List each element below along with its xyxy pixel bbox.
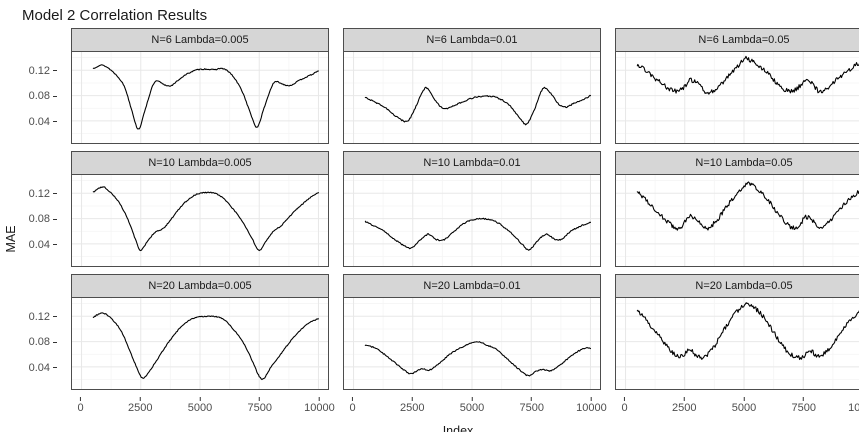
y-tick: 0.12 xyxy=(29,188,57,200)
facet-strip: N=20 Lambda=0.05 xyxy=(615,274,859,298)
y-tick: 0.08 xyxy=(29,336,57,348)
y-tick: 0.12 xyxy=(29,311,57,323)
facet-plot-area xyxy=(343,298,601,390)
x-axis-title: Index xyxy=(442,424,474,432)
x-tick: 2500 xyxy=(400,397,425,414)
x-tick: 7500 xyxy=(791,397,816,414)
facet-plot-area xyxy=(615,175,859,267)
x-tick: 0 xyxy=(77,397,84,414)
facet-plot-area xyxy=(343,52,601,144)
x-tick: 10000 xyxy=(576,397,607,414)
x-tick: 2500 xyxy=(128,397,153,414)
facet-plot-area xyxy=(343,175,601,267)
facet-grid: MAE 0.12 0.08 0.04 N=6 Lambda=0.005 N=6 … xyxy=(0,28,859,432)
facet-strip: N=6 Lambda=0.05 xyxy=(615,28,859,52)
y-tick: 0.04 xyxy=(29,116,57,128)
y-axis-row1: 0.12 0.08 0.04 xyxy=(0,28,57,144)
facet-strip: N=6 Lambda=0.01 xyxy=(343,28,601,52)
facet-n6-l0005: N=6 Lambda=0.005 xyxy=(71,28,329,144)
x-axis-col3: 0 2500 5000 7500 10000 xyxy=(615,397,859,417)
x-tick: 7500 xyxy=(519,397,544,414)
y-tick: 0.04 xyxy=(29,362,57,374)
x-tick: 5000 xyxy=(460,397,484,414)
x-tick: 0 xyxy=(621,397,628,414)
facet-strip: N=10 Lambda=0.05 xyxy=(615,151,859,175)
facet-n10-l0005: N=10 Lambda=0.005 xyxy=(71,151,329,267)
x-tick: 10000 xyxy=(304,397,335,414)
chart-title: Model 2 Correlation Results xyxy=(22,7,208,24)
facet-strip: N=10 Lambda=0.005 xyxy=(71,151,329,175)
facet-n6-l005: N=6 Lambda=0.05 xyxy=(615,28,859,144)
facet-strip: N=20 Lambda=0.005 xyxy=(71,274,329,298)
facet-strip: N=10 Lambda=0.01 xyxy=(343,151,601,175)
x-tick: 5000 xyxy=(188,397,212,414)
y-axis-row3: 0.12 0.08 0.04 xyxy=(0,274,57,390)
y-tick: 0.08 xyxy=(29,213,57,225)
x-tick: 0 xyxy=(349,397,356,414)
facet-n6-l001: N=6 Lambda=0.01 xyxy=(343,28,601,144)
x-axis-col1: 0 2500 5000 7500 10000 xyxy=(71,397,335,417)
facet-strip: N=20 Lambda=0.01 xyxy=(343,274,601,298)
facet-row-n20: 0.12 0.08 0.04 N=20 Lambda=0.005 N=20 La… xyxy=(0,274,859,390)
x-axis-col2: 0 2500 5000 7500 10000 xyxy=(343,397,607,417)
facet-plot-area xyxy=(71,175,329,267)
y-tick: 0.04 xyxy=(29,239,57,251)
y-tick: 0.08 xyxy=(29,90,57,102)
y-axis-row2: 0.12 0.08 0.04 xyxy=(0,151,57,267)
x-tick: 2500 xyxy=(672,397,697,414)
facet-strip: N=6 Lambda=0.005 xyxy=(71,28,329,52)
x-tick: 5000 xyxy=(732,397,756,414)
x-tick: 7500 xyxy=(247,397,272,414)
facet-n20-l001: N=20 Lambda=0.01 xyxy=(343,274,601,390)
facet-n20-l005: N=20 Lambda=0.05 xyxy=(615,274,859,390)
facet-row-n6: 0.12 0.08 0.04 N=6 Lambda=0.005 N=6 Lamb… xyxy=(0,28,859,144)
facet-row-n10: 0.12 0.08 0.04 N=10 Lambda=0.005 N=10 La… xyxy=(0,151,859,267)
x-tick: 10000 xyxy=(848,402,859,414)
x-axis-row: 0 2500 5000 7500 10000 0 2500 5000 7500 … xyxy=(0,397,859,417)
facet-plot-area xyxy=(71,298,329,390)
facet-n10-l001: N=10 Lambda=0.01 xyxy=(343,151,601,267)
facet-n10-l005: N=10 Lambda=0.05 xyxy=(615,151,859,267)
y-tick: 0.12 xyxy=(29,65,57,77)
facet-plot-area xyxy=(71,52,329,144)
facet-n20-l0005: N=20 Lambda=0.005 xyxy=(71,274,329,390)
facet-plot-area xyxy=(615,298,859,390)
facet-plot-area xyxy=(615,52,859,144)
